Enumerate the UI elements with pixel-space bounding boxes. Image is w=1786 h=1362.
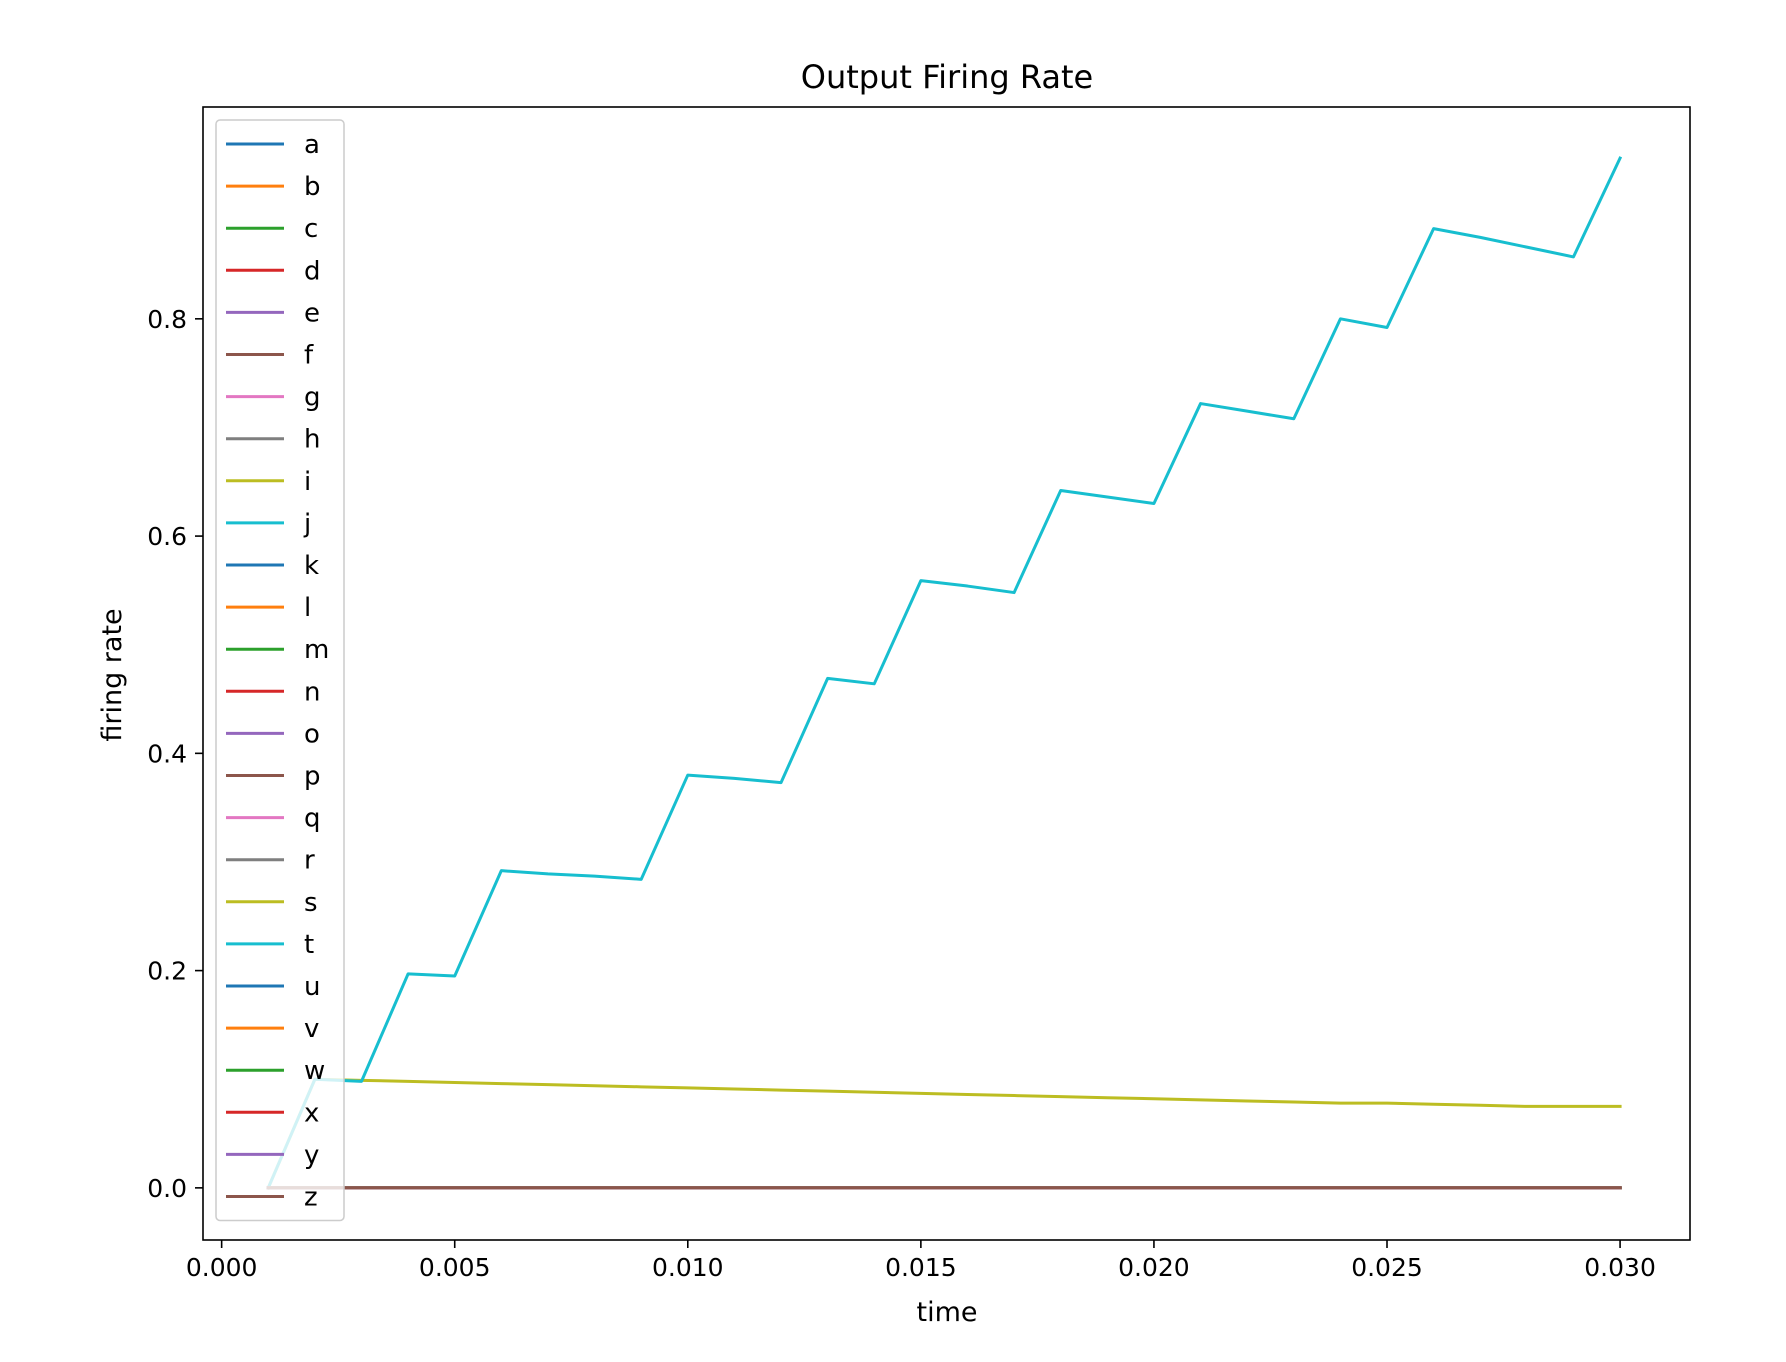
- legend-label-y: y: [304, 1140, 319, 1170]
- legend-label-s: s: [304, 888, 318, 918]
- y-axis-label: firing rate: [97, 608, 128, 741]
- legend-label-a: a: [304, 130, 320, 160]
- x-tick-label: 0.025: [1351, 1253, 1423, 1282]
- x-tick-label: 0.000: [186, 1253, 258, 1282]
- x-tick-label: 0.005: [419, 1253, 491, 1282]
- legend-label-i: i: [304, 467, 311, 497]
- series-line-i: [266, 1077, 1622, 1190]
- legend-label-x: x: [304, 1098, 319, 1128]
- legend-label-t: t: [304, 930, 314, 960]
- series-line-j: [266, 156, 1623, 1190]
- chart-title: Output Firing Rate: [801, 58, 1093, 96]
- legend-label-e: e: [304, 298, 320, 328]
- legend-label-z: z: [304, 1183, 318, 1213]
- y-tick-label: 0.8: [147, 305, 187, 334]
- legend-label-r: r: [304, 846, 315, 876]
- legend-label-u: u: [304, 972, 320, 1002]
- x-tick-label: 0.030: [1584, 1253, 1656, 1282]
- y-tick-label: 0.6: [147, 522, 187, 551]
- legend-label-m: m: [304, 635, 329, 665]
- y-axis: 0.0 0.2 0.4 0.6 0.8: [147, 305, 203, 1203]
- legend-label-g: g: [304, 383, 321, 413]
- legend-label-l: l: [304, 593, 311, 623]
- series-layer: [266, 156, 1623, 1190]
- legend-label-q: q: [304, 804, 321, 834]
- plot-area: [202, 106, 1691, 1241]
- legend-label-p: p: [304, 762, 321, 792]
- y-tick-label: 0.4: [147, 739, 187, 768]
- x-tick-label: 0.010: [652, 1253, 724, 1282]
- legend-label-o: o: [304, 719, 320, 749]
- legend-label-n: n: [304, 677, 320, 707]
- legend-label-v: v: [304, 1014, 319, 1044]
- legend-label-b: b: [304, 172, 321, 202]
- legend-label-h: h: [304, 425, 320, 455]
- legend-label-c: c: [304, 214, 318, 244]
- y-tick-label: 0.2: [147, 957, 187, 986]
- plot-frame: [203, 107, 1690, 1240]
- x-axis: 0.000 0.005 0.010 0.015 0.020 0.025 0.030: [186, 1240, 1656, 1282]
- legend-label-k: k: [304, 551, 319, 581]
- legend-label-w: w: [304, 1056, 325, 1086]
- x-tick-label: 0.020: [1118, 1253, 1190, 1282]
- x-tick-label: 0.015: [885, 1253, 957, 1282]
- legend-label-f: f: [304, 341, 314, 371]
- x-axis-label: time: [916, 1297, 977, 1328]
- legend-label-j: j: [303, 509, 311, 539]
- plot-border: [202, 106, 1691, 1241]
- y-tick-label: 0.0: [147, 1174, 187, 1203]
- legend-label-d: d: [304, 256, 321, 286]
